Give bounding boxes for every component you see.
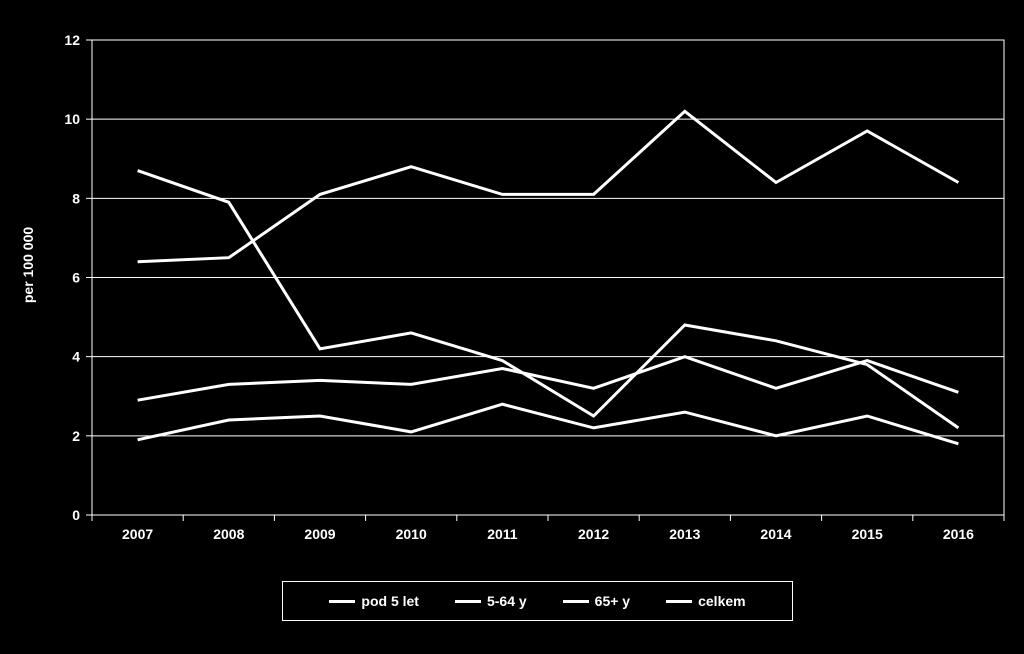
legend-item: celkem: [666, 593, 746, 609]
legend-label: pod 5 let: [361, 593, 419, 609]
legend-label: 65+ y: [594, 593, 631, 609]
legend-line-swatch: [454, 599, 481, 603]
y-tick-label: 0: [72, 507, 80, 523]
x-tick-label: 2013: [669, 526, 700, 542]
series-line-65-y: [137, 169, 960, 430]
y-tick-label: 12: [64, 32, 80, 48]
y-tick-label: 6: [72, 270, 80, 286]
series-line-5-64-y: [137, 402, 959, 446]
legend-label: 5-64 y: [486, 593, 527, 609]
legend-item: 5-64 y: [454, 593, 527, 609]
y-axis-label: per 100 000: [20, 227, 36, 303]
x-tick-label: 2012: [578, 526, 609, 542]
legend-item: pod 5 let: [329, 593, 419, 609]
gridlines: [92, 118, 1004, 437]
x-tick-label: 2015: [852, 526, 883, 542]
series-line-pod-5-let: [137, 109, 960, 264]
y-tick-label: 2: [72, 428, 80, 444]
series-line-celkem: [137, 355, 959, 402]
y-tick-label: 10: [64, 111, 80, 127]
legend-line-swatch: [666, 599, 693, 603]
x-tick-label: 2008: [213, 526, 244, 542]
x-tick-label: 2010: [396, 526, 427, 542]
legend-item: 65+ y: [562, 593, 631, 609]
y-tick-label: 4: [72, 349, 80, 365]
series-lines: [137, 109, 960, 446]
x-tick-label: 2009: [304, 526, 335, 542]
legend-line-swatch: [329, 599, 356, 603]
x-tick-label: 2016: [943, 526, 974, 542]
y-tick-label: 8: [72, 190, 80, 206]
axes: [86, 39, 1005, 521]
legend-line-swatch: [562, 599, 589, 603]
tick-labels: 0 2 4 6 8 10 12 2007 2008 2009 2010 2011 2012 2013 201…: [64, 32, 974, 542]
legend: pod 5 let 5-64 y 65+ y celkem: [282, 581, 793, 621]
legend-label: celkem: [698, 593, 746, 609]
x-tick-label: 2011: [487, 526, 518, 542]
x-tick-label: 2007: [122, 526, 153, 542]
x-tick-label: 2014: [760, 526, 791, 542]
